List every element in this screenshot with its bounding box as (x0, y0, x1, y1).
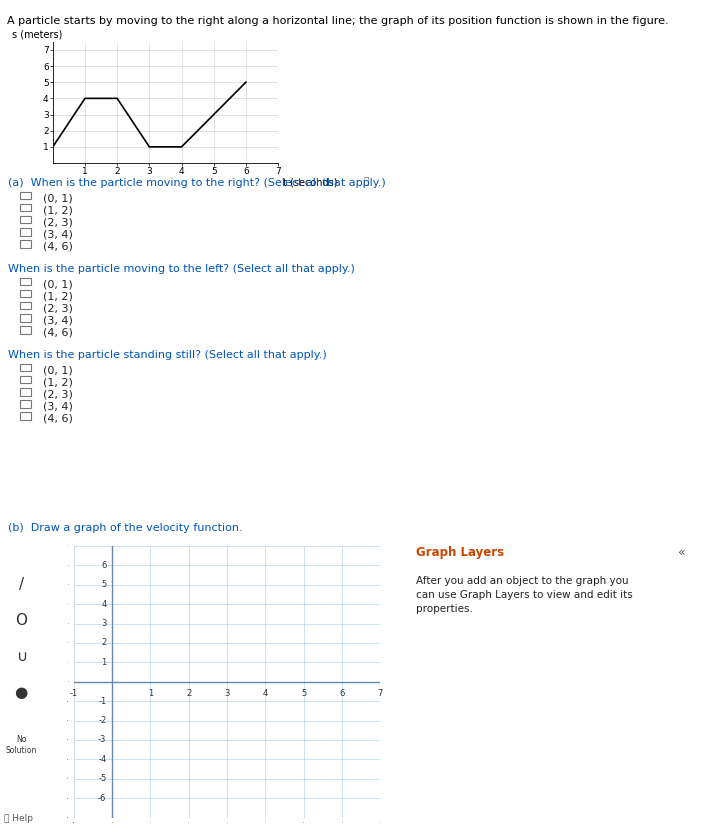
Text: (4, 6): (4, 6) (43, 328, 73, 338)
Bar (20, 240, 32, 247)
Text: 2: 2 (186, 689, 191, 697)
Text: /: / (18, 577, 24, 592)
Text: (3, 4): (3, 4) (43, 402, 73, 412)
Bar (20, 191, 32, 199)
Text: (4, 6): (4, 6) (43, 414, 73, 424)
Bar (20, 204, 32, 212)
Text: 6: 6 (101, 561, 106, 570)
Text: -2: -2 (99, 716, 106, 725)
Bar (20, 314, 32, 322)
Text: ●: ● (15, 685, 27, 700)
Text: (1, 2): (1, 2) (43, 292, 73, 302)
Bar (20, 364, 32, 371)
Text: Graph Layers: Graph Layers (417, 546, 505, 559)
Text: 1: 1 (101, 658, 106, 667)
Text: (1, 2): (1, 2) (43, 206, 73, 216)
Text: s (meters): s (meters) (12, 29, 63, 39)
Text: 3: 3 (225, 689, 230, 697)
Text: (3, 4): (3, 4) (43, 230, 73, 240)
Text: t (seconds): t (seconds) (282, 177, 337, 187)
Text: 6: 6 (339, 689, 344, 697)
Text: -5: -5 (99, 774, 106, 783)
Text: When is the particle moving to the left? (Select all that apply.): When is the particle moving to the left?… (8, 264, 355, 274)
Text: 7: 7 (377, 689, 383, 697)
Text: (2, 3): (2, 3) (43, 390, 73, 400)
Text: When is the particle standing still? (Select all that apply.): When is the particle standing still? (Se… (8, 350, 327, 360)
Text: 1: 1 (148, 689, 153, 697)
Text: (3, 4): (3, 4) (43, 316, 73, 326)
Text: (b)  Draw a graph of the velocity function.: (b) Draw a graph of the velocity functio… (8, 522, 242, 533)
Bar (20, 216, 32, 223)
Bar (20, 412, 32, 420)
Text: 5: 5 (101, 580, 106, 589)
Text: (0, 1): (0, 1) (43, 193, 73, 203)
Bar (20, 290, 32, 298)
Text: -4: -4 (99, 755, 106, 764)
Text: -1: -1 (70, 689, 78, 697)
Bar (20, 375, 32, 384)
Text: -1: -1 (99, 696, 106, 706)
Text: 4: 4 (101, 599, 106, 609)
Text: (4, 6): (4, 6) (43, 242, 73, 252)
Text: ⓘ Help: ⓘ Help (4, 814, 33, 823)
Text: A particle starts by moving to the right along a horizontal line; the graph of i: A particle starts by moving to the right… (7, 16, 669, 26)
Bar (20, 228, 32, 236)
Text: 5: 5 (301, 689, 306, 697)
Text: 3: 3 (101, 619, 106, 628)
Text: O: O (15, 613, 27, 628)
Text: -6: -6 (98, 793, 106, 803)
Bar (20, 326, 32, 334)
Bar (20, 388, 32, 395)
Bar (20, 278, 32, 285)
Text: 4: 4 (263, 689, 268, 697)
Text: «: « (678, 546, 685, 559)
Text: (a)  When is the particle moving to the right? (Select all that apply.): (a) When is the particle moving to the r… (8, 178, 385, 188)
Text: After you add an object to the graph you
can use Graph Layers to view and edit i: After you add an object to the graph you… (417, 576, 633, 614)
Text: (0, 1): (0, 1) (43, 365, 73, 375)
Text: No
Solution: No Solution (6, 735, 37, 755)
Bar (20, 400, 32, 408)
Text: (0, 1): (0, 1) (43, 279, 73, 289)
Text: 2: 2 (101, 639, 106, 647)
Text: (1, 2): (1, 2) (43, 378, 73, 387)
Text: (2, 3): (2, 3) (43, 303, 73, 314)
Text: ∪: ∪ (15, 649, 27, 664)
Text: ⓘ: ⓘ (364, 177, 369, 186)
Bar (20, 302, 32, 309)
Text: (2, 3): (2, 3) (43, 217, 73, 227)
Text: -3: -3 (98, 736, 106, 745)
